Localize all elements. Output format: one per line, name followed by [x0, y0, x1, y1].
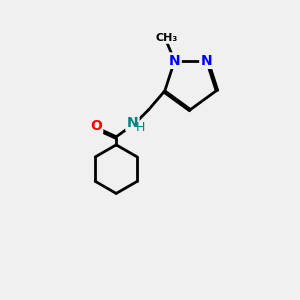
Text: H: H — [136, 121, 145, 134]
Text: N: N — [169, 54, 180, 68]
Text: CH₃: CH₃ — [155, 33, 178, 43]
Text: N: N — [127, 116, 138, 130]
Text: O: O — [90, 119, 102, 133]
Text: N: N — [201, 54, 212, 68]
